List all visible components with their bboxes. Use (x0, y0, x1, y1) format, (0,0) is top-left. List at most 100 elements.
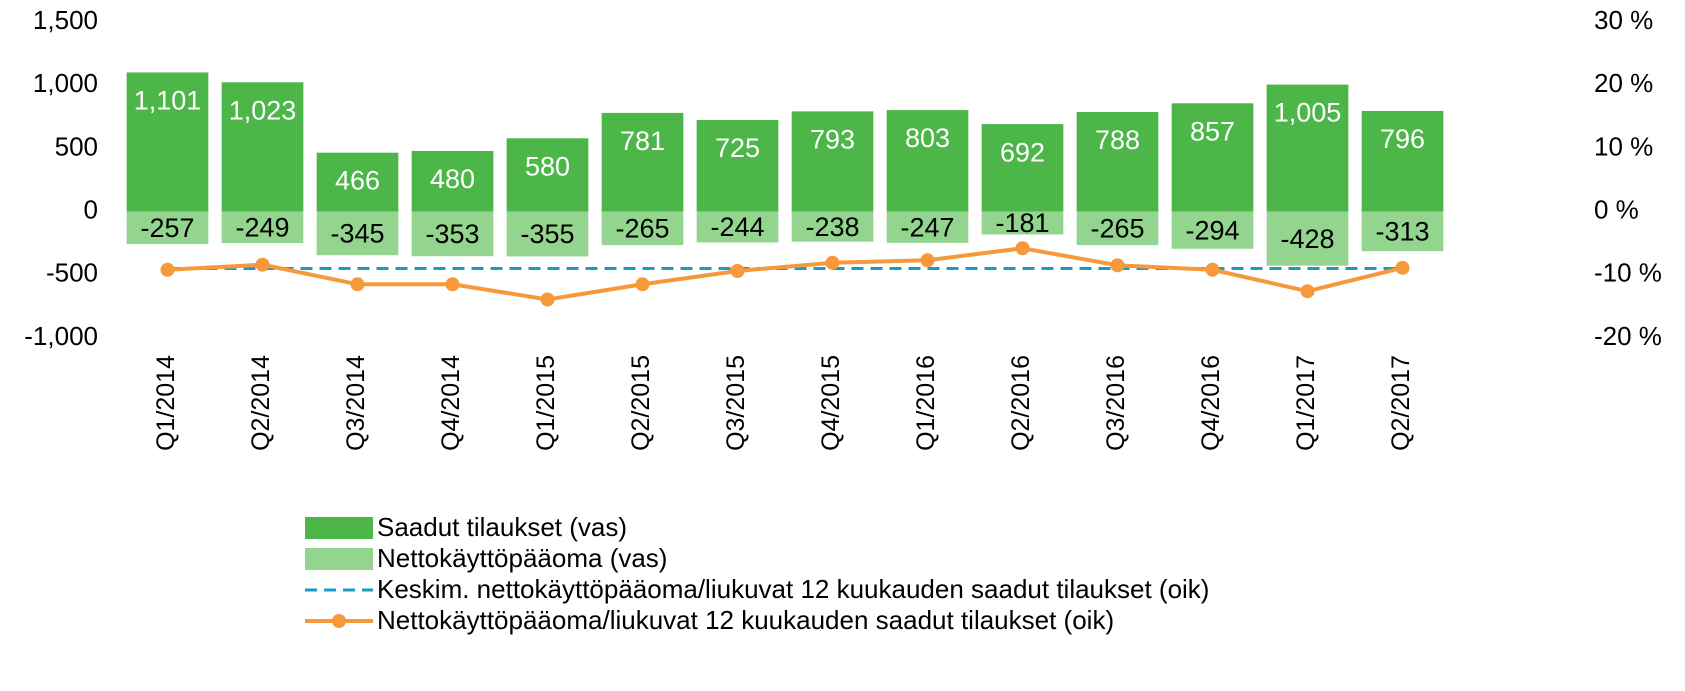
x-tick-label: Q3/2016 (1102, 355, 1130, 451)
bar (506, 211, 589, 257)
data-label: -428 (1280, 224, 1334, 254)
data-label: -355 (520, 219, 574, 249)
bar (1076, 111, 1159, 212)
y-tick-label: -1,000 (24, 321, 98, 351)
bar (506, 138, 589, 212)
bar (126, 72, 209, 212)
data-label: 796 (1380, 124, 1425, 154)
marker (1205, 262, 1220, 277)
data-label: -294 (1185, 215, 1239, 245)
bar (1076, 211, 1159, 246)
bar (981, 211, 1064, 235)
y2-tick-label: -10 % (1594, 258, 1662, 288)
legend-label: Saadut tilaukset (vas) (377, 512, 627, 542)
bar (696, 211, 779, 243)
y2-tick-label: -20 % (1594, 321, 1662, 351)
y2-tick-label: 10 % (1594, 131, 1653, 161)
data-label: 692 (1000, 137, 1045, 167)
marker (1300, 284, 1315, 299)
x-tick-label: Q2/2014 (247, 355, 275, 451)
data-label: 480 (430, 164, 475, 194)
x-tick-label: Q2/2017 (1387, 355, 1415, 451)
x-tick-label: Q2/2016 (1007, 355, 1035, 451)
legend-label: Keskim. nettokäyttöpääoma/liukuvat 12 ku… (377, 574, 1209, 604)
data-label: -345 (330, 219, 384, 249)
bar (601, 112, 684, 212)
marker (825, 255, 840, 270)
bar (1171, 103, 1254, 212)
marker (540, 292, 555, 307)
bar (411, 211, 494, 257)
bar (1266, 211, 1349, 266)
data-label: 788 (1095, 125, 1140, 155)
legend-swatch (305, 548, 373, 570)
data-label: -238 (805, 212, 859, 242)
marker (1395, 260, 1410, 275)
y-tick-label: -500 (46, 258, 98, 288)
marker (445, 277, 460, 292)
marker (920, 253, 935, 268)
bar (791, 111, 874, 212)
data-label: 466 (335, 165, 380, 195)
y-tick-label: 1,000 (33, 68, 98, 98)
y2-tick-label: 0 % (1594, 194, 1639, 224)
marker (635, 277, 650, 292)
x-tick-label: Q4/2015 (817, 355, 845, 451)
x-tick-label: Q1/2017 (1292, 355, 1320, 451)
y2-tick-label: 20 % (1594, 68, 1653, 98)
y-tick-label: 0 (84, 194, 98, 224)
legend-marker (332, 614, 346, 628)
bar (221, 82, 304, 212)
data-label: 781 (620, 126, 665, 156)
bar (601, 211, 684, 246)
data-label: 725 (715, 133, 760, 163)
data-label: -265 (615, 213, 669, 243)
marker (255, 257, 270, 272)
bar (886, 110, 969, 212)
bar (316, 211, 399, 256)
bar (886, 211, 969, 243)
y-tick-label: 500 (55, 131, 98, 161)
data-label: 857 (1190, 116, 1235, 146)
line (167, 246, 1403, 302)
data-label: 803 (905, 123, 950, 153)
x-tick-label: Q2/2015 (627, 355, 655, 451)
bar (411, 150, 494, 212)
x-tick-label: Q4/2016 (1197, 355, 1225, 451)
data-label: 793 (810, 124, 855, 154)
data-label: -257 (140, 213, 194, 243)
x-tick-label: Q4/2014 (437, 355, 465, 451)
y-tick-label: 1,500 (33, 5, 98, 35)
bar (791, 211, 874, 242)
legend-swatch (305, 517, 373, 539)
data-label: 1,005 (1274, 98, 1342, 128)
bar (696, 119, 779, 212)
marker (1015, 241, 1030, 256)
x-tick-label: Q1/2014 (152, 355, 180, 451)
data-label: 580 (525, 151, 570, 181)
data-label: 1,023 (229, 95, 297, 125)
x-tick-label: Q1/2016 (912, 355, 940, 451)
data-label: -181 (995, 208, 1049, 238)
legend-label: Nettokäyttöpääoma (vas) (377, 543, 667, 573)
marker (1110, 258, 1125, 273)
x-tick-label: Q1/2015 (532, 355, 560, 451)
bar (981, 124, 1064, 212)
data-label: -313 (1375, 217, 1429, 247)
data-label: -353 (425, 219, 479, 249)
x-tick-label: Q3/2014 (342, 355, 370, 451)
bar (1361, 110, 1444, 212)
data-label: -249 (235, 212, 289, 242)
bar (1266, 84, 1349, 212)
x-tick-label: Q3/2015 (722, 355, 750, 451)
legend-label: Nettokäyttöpääoma/liukuvat 12 kuukauden … (377, 605, 1114, 635)
marker (730, 264, 745, 279)
bar (1361, 211, 1444, 252)
y2-tick-label: 30 % (1594, 5, 1653, 35)
data-label: -265 (1090, 213, 1144, 243)
bar (1171, 211, 1254, 249)
data-label: -244 (710, 212, 764, 242)
data-label: -247 (900, 212, 954, 242)
bar (316, 152, 399, 212)
